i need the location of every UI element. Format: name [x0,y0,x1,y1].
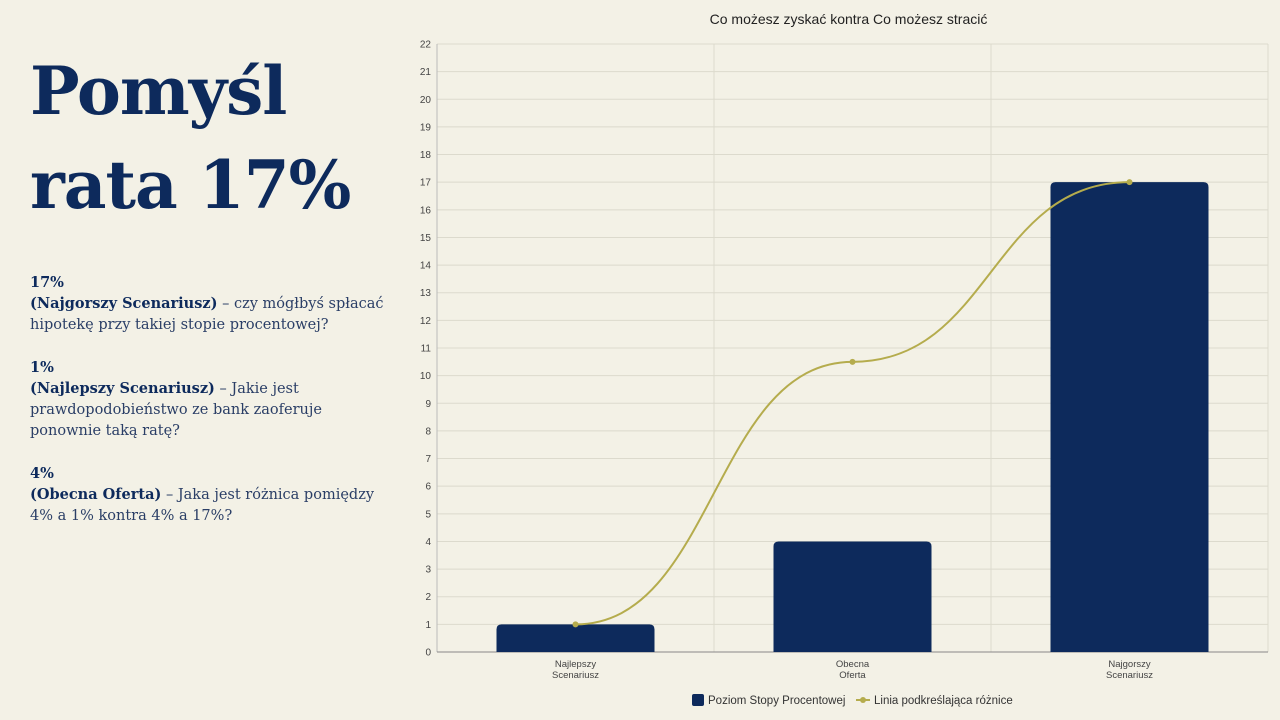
y-tick-label: 10 [420,371,432,382]
line-point [849,358,856,365]
note-text: – Jaka jest różnica pomiędzy 4% a 1% kon… [30,487,375,524]
y-tick-label: 19 [420,122,432,133]
bar [773,541,932,652]
x-tick-label: Scenariusz [552,670,599,681]
y-tick-label: 15 [420,233,432,244]
chart-title: Co możesz zyskać kontra Co możesz straci… [710,11,988,27]
y-tick-label: 18 [420,150,432,161]
note-heading: (Najgorszy Scenariusz) [30,295,218,312]
note-heading: (Najlepszy Scenariusz) [30,380,215,397]
note-heading: (Obecna Oferta) [30,486,162,503]
y-tick-label: 21 [420,67,432,78]
y-tick-label: 7 [425,454,431,465]
y-tick-label: 20 [420,95,432,106]
y-tick-label: 0 [425,648,431,659]
y-tick-label: 11 [421,344,432,355]
y-tick-label: 12 [420,316,432,327]
y-tick-label: 13 [420,288,432,299]
y-tick-label: 22 [420,40,432,51]
line-point [1126,179,1133,186]
legend-line-marker [860,697,866,703]
y-tick-label: 5 [425,509,431,520]
note-best-case: 1% (Najlepszy Scenariusz) – Jakie jest p… [30,357,390,442]
slide-title: Pomyśl rata 17% [30,44,390,232]
y-tick-label: 17 [420,178,432,189]
scenario-notes: 17% (Najgorszy Scenariusz) – czy mógłbyś… [30,272,390,548]
line-point [572,621,579,628]
legend-line-label: Linia podkreślająca różnice [874,695,1013,707]
note-worst-case: 17% (Najgorszy Scenariusz) – czy mógłbyś… [30,272,390,336]
x-tick-label: Obecna [836,659,870,670]
note-text: – czy mógłbyś spłacać hipotekę przy taki… [30,296,384,333]
y-tick-label: 8 [425,426,431,437]
note-percent: 4% [30,465,54,482]
bar [496,624,655,652]
legend-bar-swatch [692,694,704,706]
x-tick-label: Scenariusz [1106,670,1153,681]
y-tick-label: 6 [425,482,431,493]
x-tick-label: Najgorszy [1108,659,1150,670]
y-tick-label: 2 [425,592,431,603]
note-current-offer: 4% (Obecna Oferta) – Jaka jest różnica p… [30,463,390,527]
y-tick-label: 4 [425,537,431,548]
note-percent: 1% [30,359,54,376]
note-text: – Jakie jest prawdopodobieństwo ze bank … [30,381,322,439]
y-tick-label: 9 [425,399,431,410]
y-tick-label: 1 [425,620,431,631]
x-tick-label: Oferta [839,670,866,681]
x-tick-label: Najlepszy [555,659,596,670]
note-percent: 17% [30,274,64,291]
y-tick-label: 14 [420,261,432,272]
bar [1050,182,1209,652]
y-tick-label: 16 [420,205,432,216]
legend-bar-label: Poziom Stopy Procentowej [708,695,845,707]
y-tick-label: 3 [425,565,431,576]
slide-title-line1: Pomyśl [30,52,287,130]
slide-title-line2: rata 17% [30,146,351,224]
